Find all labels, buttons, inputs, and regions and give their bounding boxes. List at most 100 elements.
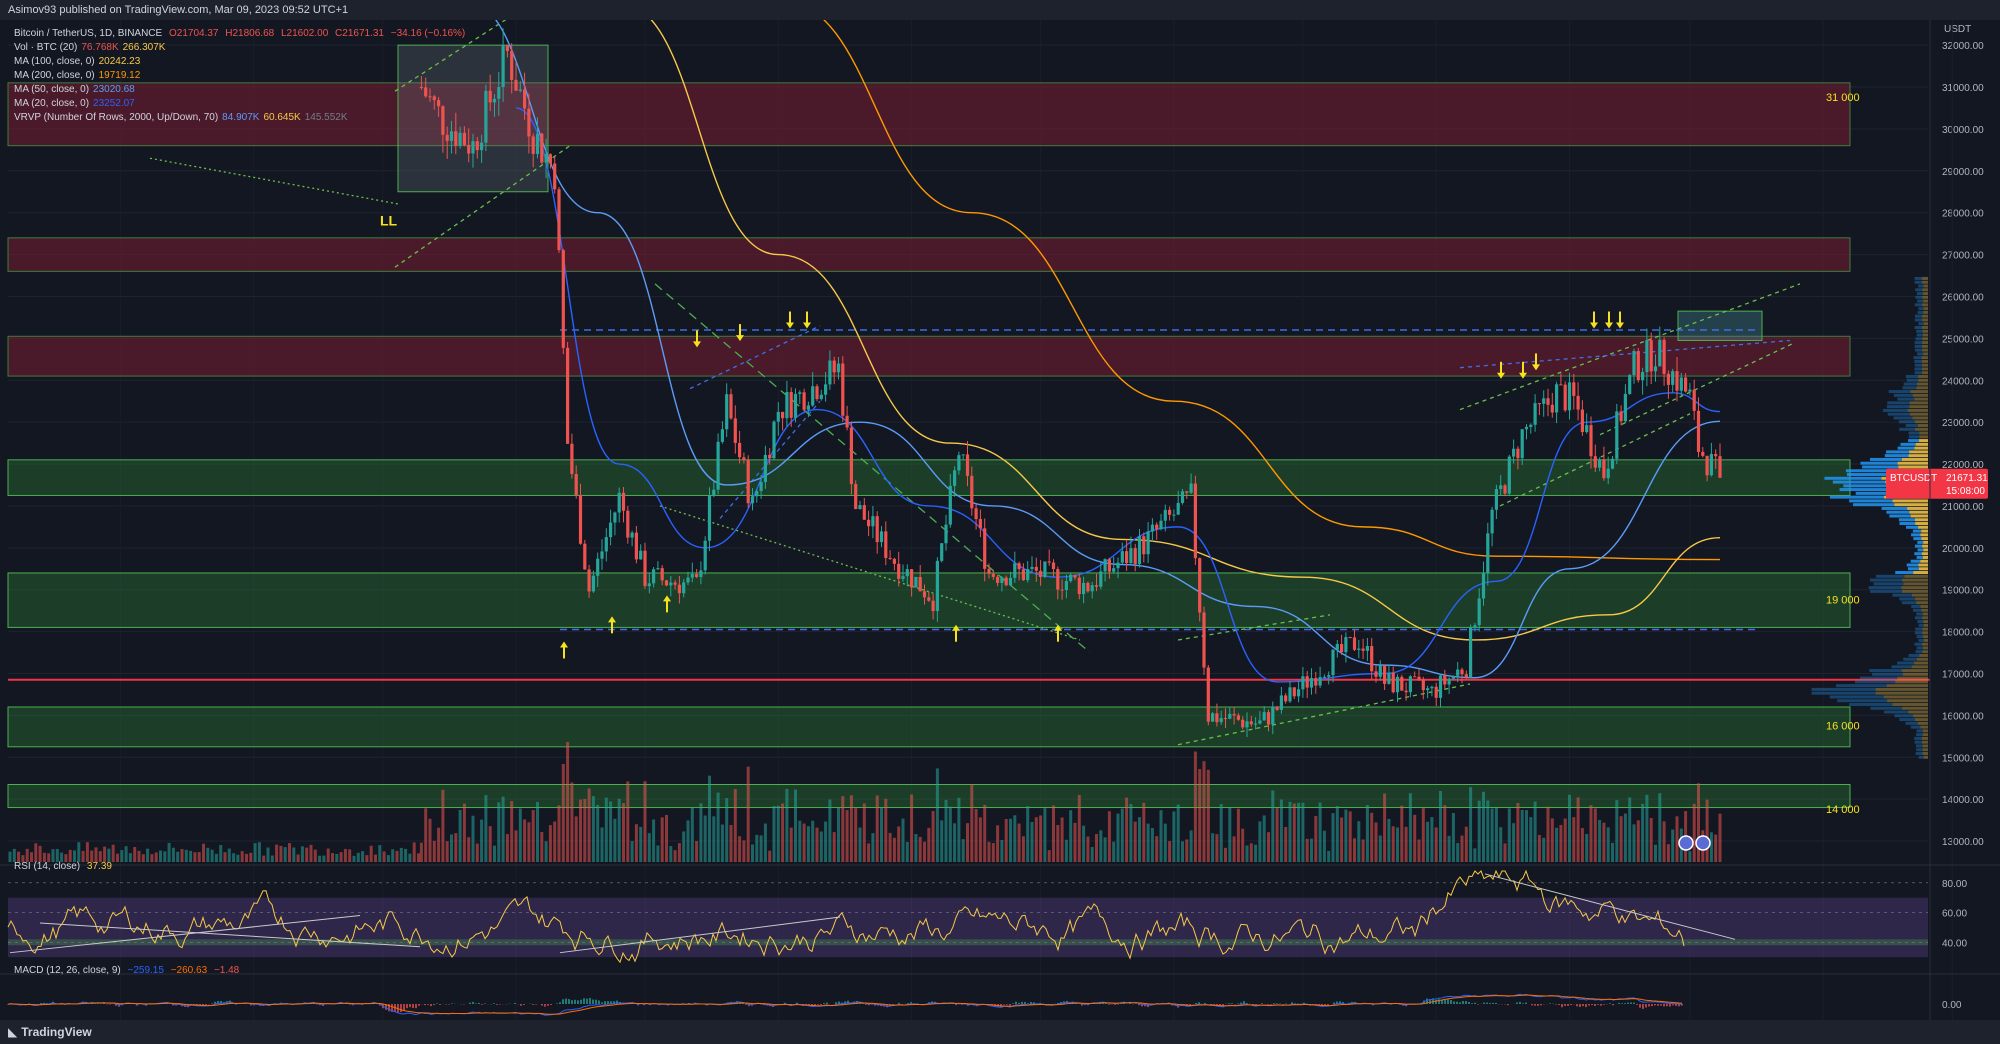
profile-bar-up	[1899, 718, 1916, 722]
volume-bar	[1499, 827, 1503, 862]
volume-bar	[660, 817, 664, 862]
candle-body	[720, 429, 724, 442]
volume-bar	[849, 795, 853, 862]
volume-bar	[1168, 841, 1172, 862]
profile-bar-down	[1915, 718, 1928, 722]
legend-symbol[interactable]: Bitcoin / TetherUS, 1D, BINANCE	[14, 28, 163, 39]
volume-bar	[991, 843, 995, 862]
macd-histogram-bar	[1084, 1004, 1086, 1006]
profile-bar-up	[1905, 721, 1918, 725]
volume-bar	[690, 807, 694, 862]
arrow-down-icon	[1532, 353, 1540, 371]
volume-bar	[1602, 822, 1606, 862]
profile-bar-down	[1922, 337, 1928, 341]
volume-bar	[1026, 806, 1030, 862]
volume-bar	[1340, 817, 1344, 862]
volume-bar	[961, 839, 965, 862]
macd-histogram-bar	[403, 1004, 405, 1011]
candle-body	[1688, 389, 1692, 392]
macd-histogram-bar	[1672, 1004, 1674, 1006]
volume-bar	[914, 834, 918, 862]
macd-histogram-bar	[115, 1004, 117, 1006]
volume-bar	[331, 853, 334, 862]
candle-body	[1623, 393, 1627, 422]
volume-bar	[600, 827, 604, 862]
candle-body	[673, 582, 677, 585]
candle-body	[875, 516, 879, 543]
candle-body	[1228, 713, 1232, 719]
legend-open: O21704.37	[168, 28, 219, 39]
profile-bar-down	[1913, 571, 1928, 575]
y-tick-label: 21000.00	[1942, 502, 1984, 513]
volume-bar	[1292, 803, 1296, 862]
candle-body	[1215, 713, 1219, 723]
candle-body	[1232, 713, 1236, 716]
macd-histogram-bar	[871, 1004, 873, 1005]
candle-body	[1159, 520, 1163, 530]
macd-histogram-bar	[1291, 1002, 1293, 1004]
volume-bar	[781, 803, 785, 862]
level-label: 16 000	[1826, 720, 1860, 732]
candle-body	[1714, 454, 1718, 457]
candle-body	[1039, 570, 1043, 577]
support-zone	[7, 459, 1851, 496]
rsi-value: 37.39	[86, 861, 112, 872]
volume-bar	[1408, 793, 1412, 862]
candle-body	[1649, 340, 1653, 372]
volume-bar	[245, 853, 248, 862]
legend-indicator-row[interactable]: Vol · BTC (20) 76.768K 266.307K	[14, 41, 465, 55]
macd-histogram-bar	[583, 998, 585, 1004]
volume-bar	[1310, 838, 1313, 862]
macd-histogram-bar	[1447, 999, 1449, 1004]
profile-bar-down	[1883, 695, 1928, 699]
candle-body	[1309, 678, 1314, 688]
legend-indicator-row[interactable]: MA (20, close, 0) 23252.07	[14, 97, 465, 111]
arrow-head	[803, 322, 811, 329]
arrow-up-icon	[952, 624, 960, 642]
profile-bar-up	[1908, 439, 1920, 443]
profile-bar-down	[1920, 604, 1928, 608]
profile-bar-down	[1910, 514, 1928, 518]
rsi-label[interactable]: RSI (14, close)	[14, 861, 81, 872]
legend-indicator-row[interactable]: MA (100, close, 0) 20242.23	[14, 55, 465, 69]
candle-body	[1701, 451, 1705, 456]
candle-body	[746, 460, 750, 504]
moving-average-line	[823, 20, 1721, 561]
volume-bar	[206, 847, 210, 862]
indicator-label: MA (50, close, 0)	[14, 84, 90, 95]
candle-body	[699, 570, 703, 578]
candle-body	[1671, 371, 1675, 385]
volume-bar	[1047, 850, 1051, 862]
profile-bar-down	[1923, 299, 1928, 303]
profile-bar-up	[1845, 469, 1892, 473]
profile-bar-down	[1922, 344, 1928, 348]
tradingview-brand[interactable]: ◣ TradingView	[8, 1025, 92, 1039]
volume-bar	[1477, 800, 1481, 862]
candle-body	[1008, 577, 1013, 586]
macd-histogram-bar	[1489, 1003, 1491, 1004]
macd-histogram-bar	[439, 1004, 441, 1005]
legend-indicator-row[interactable]: MA (200, close, 0) 19719.12	[14, 69, 465, 83]
candle-body	[905, 569, 909, 577]
chart-area[interactable]: 32000.00 31000.00 30000.00 29000.00 28000.00…	[0, 20, 2000, 1020]
macd-histogram-bar	[907, 1003, 909, 1004]
volume-bar	[120, 850, 124, 862]
macd-histogram-bar	[1303, 1002, 1305, 1004]
candle-body	[1331, 649, 1335, 676]
volume-bar	[708, 775, 711, 862]
legend-indicator-row[interactable]: VRVP (Number Of Rows, 2000, Up/Down, 70)…	[14, 111, 465, 125]
macd-histogram-bar	[1105, 1003, 1107, 1004]
volume-bar	[798, 820, 802, 862]
profile-bar-up	[1916, 748, 1923, 752]
macd-histogram-bar	[1612, 1004, 1614, 1006]
profile-bar-down	[1918, 567, 1928, 571]
profile-bar-down	[1923, 292, 1928, 296]
macd-histogram-bar	[430, 1004, 432, 1007]
volume-bar	[1142, 802, 1146, 862]
candle-body	[879, 531, 884, 543]
macd-histogram-bar	[826, 1002, 828, 1004]
profile-bar-down	[1909, 401, 1928, 405]
legend-indicator-row[interactable]: MA (50, close, 0) 23020.68	[14, 83, 465, 97]
candle-body	[1284, 695, 1288, 702]
macd-label[interactable]: MACD (12, 26, close, 9)	[14, 965, 121, 976]
